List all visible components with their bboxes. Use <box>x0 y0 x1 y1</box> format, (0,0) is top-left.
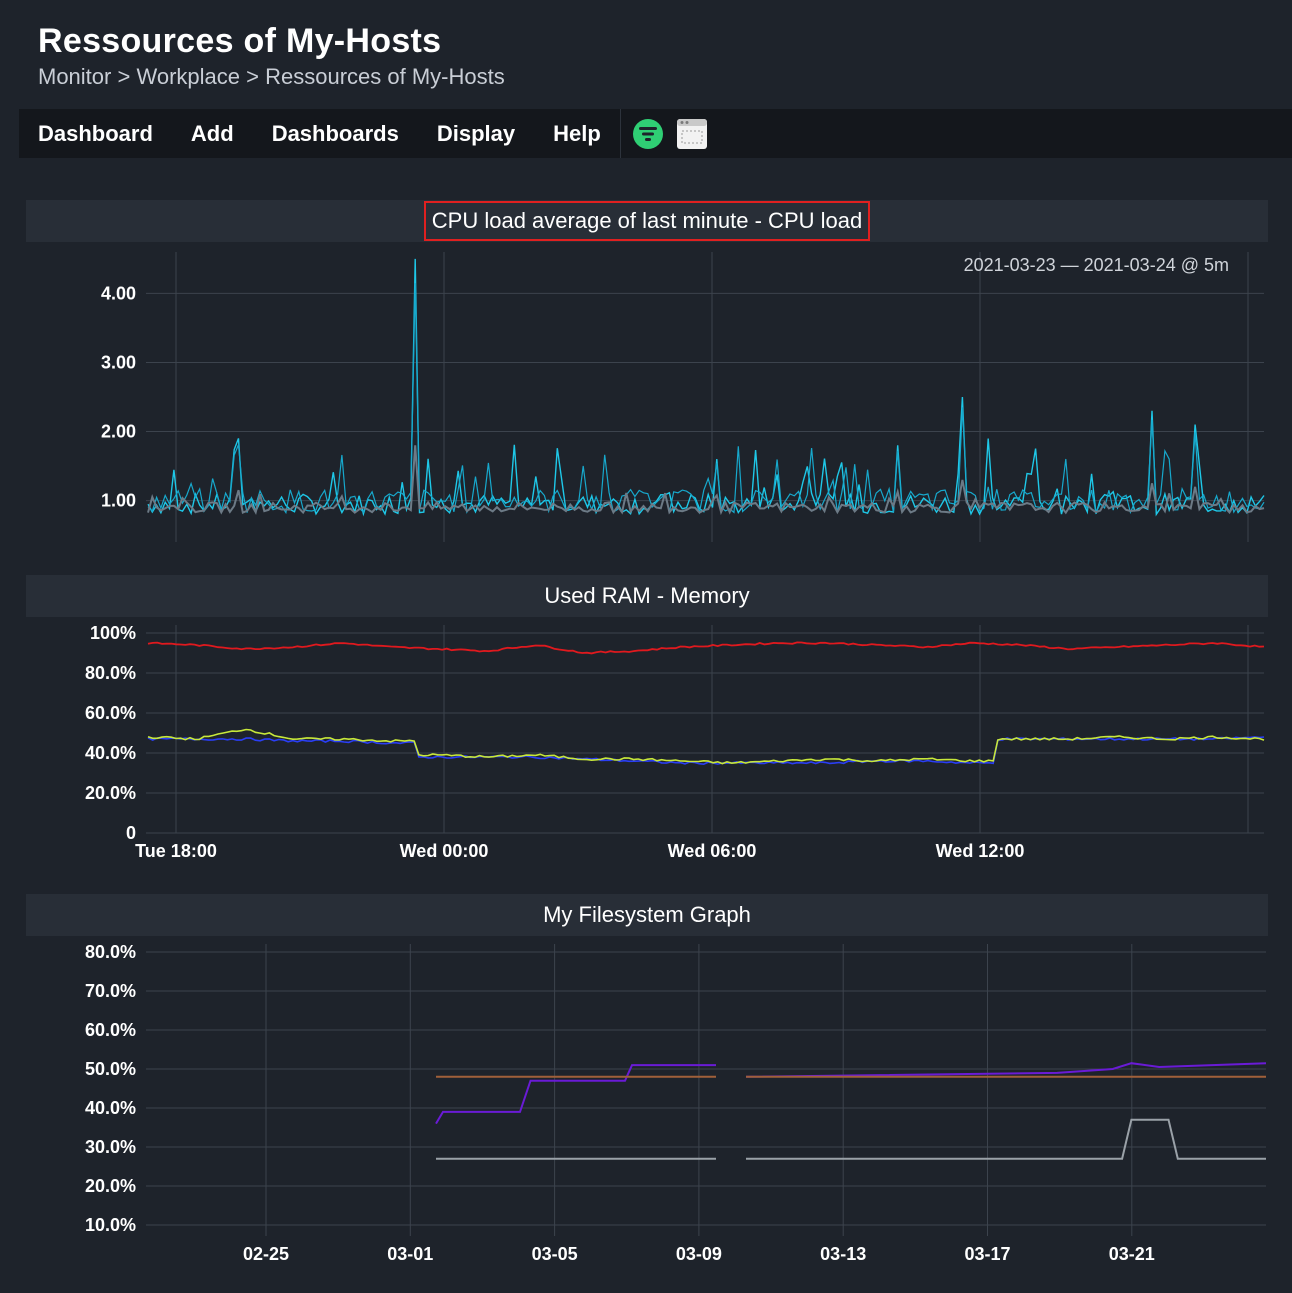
y-tick-label: 70.0% <box>85 981 136 1001</box>
y-tick-label: 10.0% <box>85 1215 136 1235</box>
menu-separator <box>619 109 621 158</box>
dashlet-filesystem: My Filesystem Graph 10.0% 20.0% 30.0% 40.0%… <box>26 894 1268 1274</box>
x-tick-label: 02-25 <box>243 1244 289 1264</box>
dashlet-title: My Filesystem Graph <box>26 894 1268 936</box>
cpu-average-line <box>147 445 1265 516</box>
y-tick-label: 40.0% <box>85 1098 136 1118</box>
y-tick-label: 0 <box>126 823 136 843</box>
dashlet-used-ram: Used RAM - Memory 0 20.0% 40.0% 60.0% 80.0% 1… <box>26 575 1268 878</box>
x-tick-label: 03-01 <box>387 1244 433 1264</box>
dashlet-title: CPU load average of last minute - CPU lo… <box>26 200 1268 242</box>
y-tick-label: 4.00 <box>101 283 136 303</box>
y-tick-label: 40.0% <box>85 743 136 763</box>
y-tick-label: 80.0% <box>85 942 136 962</box>
x-tick-label: Wed 00:00 <box>400 841 489 861</box>
y-tick-label: 2.00 <box>101 422 136 442</box>
x-tick-label: Tue 18:00 <box>135 841 217 861</box>
x-tick-label: Wed 06:00 <box>668 841 757 861</box>
x-tick-label: 03-21 <box>1109 1244 1155 1264</box>
menu-add[interactable]: Add <box>190 120 234 146</box>
breadcrumb: Monitor > Workplace > Ressources of My-H… <box>38 64 505 90</box>
y-tick-label: 20.0% <box>85 1176 136 1196</box>
menu-dashboard[interactable]: Dashboard <box>38 120 153 146</box>
window-icon[interactable] <box>676 118 707 149</box>
dashlet-title-text[interactable]: CPU load average of last minute - CPU lo… <box>423 201 871 241</box>
y-tick-label: 50.0% <box>85 1059 136 1079</box>
y-tick-label: 60.0% <box>85 1020 136 1040</box>
ram-used-line <box>147 736 1265 766</box>
y-tick-label: 1.00 <box>101 491 136 511</box>
dashboard-menubar: Dashboard Add Dashboards Display Help <box>19 109 1292 158</box>
cpu-series-line <box>147 258 1265 517</box>
y-tick-label: 100% <box>90 623 136 643</box>
page-header: Ressources of My-Hosts Monitor > Workpla… <box>38 20 505 90</box>
x-tick-label: Wed 12:00 <box>936 841 1025 861</box>
page-title: Ressources of My-Hosts <box>38 22 442 60</box>
menu-display[interactable]: Display <box>436 120 516 146</box>
filesystem-chart: 10.0% 20.0% 30.0% 40.0% 50.0% 60.0% 70.0% 80.0%… <box>85 942 1267 1264</box>
x-tick-label: 03-09 <box>676 1244 722 1264</box>
menu-dashboards[interactable]: Dashboards <box>271 120 399 146</box>
cpu-series-line <box>147 283 1265 515</box>
dashlet-cpu-load: CPU load average of last minute - CPU lo… <box>26 200 1268 584</box>
y-tick-label: 20.0% <box>85 783 136 803</box>
time-range-label: 2021-03-23 — 2021-03-24 @ 5m <box>964 255 1229 275</box>
filesystem-series-line <box>435 1064 716 1125</box>
x-tick-label: 03-13 <box>820 1244 866 1264</box>
dashlet-title: Used RAM - Memory <box>26 575 1268 617</box>
breadcrumb-item-current[interactable]: Ressources of My-Hosts <box>265 64 505 89</box>
ram-total-line <box>147 641 1265 655</box>
breadcrumb-item-monitor[interactable]: Monitor <box>38 64 112 89</box>
dashlet-title-text[interactable]: My Filesystem Graph <box>543 902 751 927</box>
menu-help[interactable]: Help <box>553 120 601 146</box>
dashlet-title-text[interactable]: Used RAM - Memory <box>544 583 750 608</box>
filter-icon[interactable] <box>632 118 663 149</box>
filesystem-series-line <box>746 1118 1266 1160</box>
x-tick-label: 03-17 <box>964 1244 1010 1264</box>
y-tick-label: 60.0% <box>85 703 136 723</box>
breadcrumb-separator: > <box>246 64 259 89</box>
filesystem-series-line <box>745 1062 1267 1078</box>
y-tick-label: 80.0% <box>85 663 136 683</box>
ram-used-line <box>147 728 1265 765</box>
y-tick-label: 30.0% <box>85 1137 136 1157</box>
used-ram-chart: 0 20.0% 40.0% 60.0% 80.0% 100% Tue 18:00 Wed 00… <box>85 623 1265 861</box>
breadcrumb-separator: > <box>117 64 131 89</box>
y-tick-label: 3.00 <box>101 352 136 372</box>
breadcrumb-item-workplace[interactable]: Workplace <box>136 64 240 89</box>
x-tick-label: 03-05 <box>532 1244 578 1264</box>
